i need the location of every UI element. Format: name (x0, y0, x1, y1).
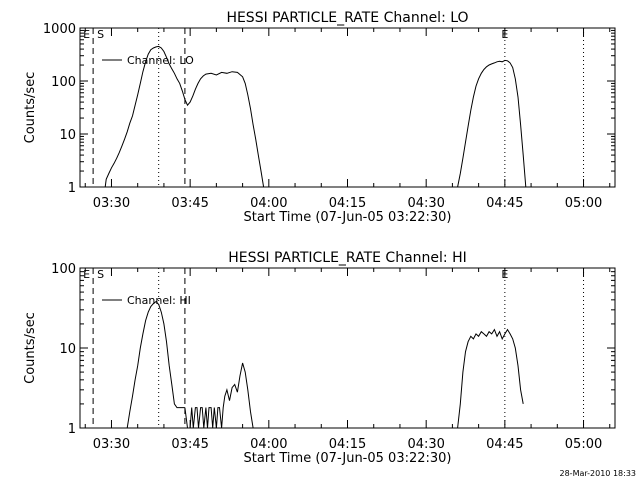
y-tick-label: 100 (51, 75, 76, 90)
footer-timestamp: 28-Mar-2010 18:33 (560, 469, 637, 478)
marker-label-s: S (97, 28, 104, 41)
x-tick-label: 04:30 (407, 196, 444, 211)
y-tick-label: 1000 (43, 22, 76, 37)
x-tick-label: 04:45 (486, 196, 523, 211)
x-tick-label: 03:45 (171, 196, 208, 211)
x-axis-label: Start Time (07-Jun-05 03:22:30) (244, 451, 452, 466)
legend-label: Channel: LO (127, 54, 194, 67)
chart-title: HESSI PARTICLE_RATE Channel: HI (228, 250, 466, 266)
legend-label: Channel: HI (127, 294, 191, 307)
y-axis-label: Counts/sec (23, 312, 38, 384)
y-tick-label: 100 (51, 262, 76, 277)
x-tick-label: 04:45 (486, 437, 523, 452)
marker-label-e: E (83, 268, 90, 281)
x-tick-label: 04:30 (407, 437, 444, 452)
panel-lo: HESSI PARTICLE_RATE Channel: LO Start Tim… (23, 10, 616, 225)
x-tick-label: 04:15 (329, 437, 366, 452)
y-tick-label: 1 (68, 422, 76, 437)
vertical-marker-label: E (501, 28, 508, 41)
x-tick-label: 04:00 (250, 437, 287, 452)
plot-frame (79, 267, 616, 429)
y-tick-label: 10 (59, 342, 76, 357)
x-tick-label: 03:30 (93, 196, 130, 211)
x-tick-label: 05:00 (565, 437, 602, 452)
vertical-marker-label: E (501, 268, 508, 281)
series-line-segment-0 (126, 300, 185, 429)
x-tick-label: 04:15 (329, 196, 366, 211)
y-tick-label: 10 (59, 128, 76, 143)
y-tick-label: 1 (68, 181, 76, 196)
series-line-segment-2 (457, 328, 524, 429)
plot-frame (79, 27, 616, 188)
marker-label-e: E (83, 28, 90, 41)
chart-title: HESSI PARTICLE_RATE Channel: LO (226, 10, 468, 26)
series-line-segment-0 (104, 45, 265, 188)
y-axis-label: Counts/sec (23, 72, 38, 144)
marker-label-s: S (97, 268, 104, 281)
panel-hi: HESSI PARTICLE_RATE Channel: HI Start Tim… (23, 250, 616, 466)
x-tick-label: 04:00 (250, 196, 287, 211)
series-line-segment-1 (457, 59, 527, 188)
x-axis-label: Start Time (07-Jun-05 03:22:30) (244, 210, 452, 225)
x-tick-label: 05:00 (565, 196, 602, 211)
series-line-segment-1 (184, 362, 254, 429)
x-tick-label: 03:30 (93, 437, 130, 452)
x-tick-label: 03:45 (171, 437, 208, 452)
